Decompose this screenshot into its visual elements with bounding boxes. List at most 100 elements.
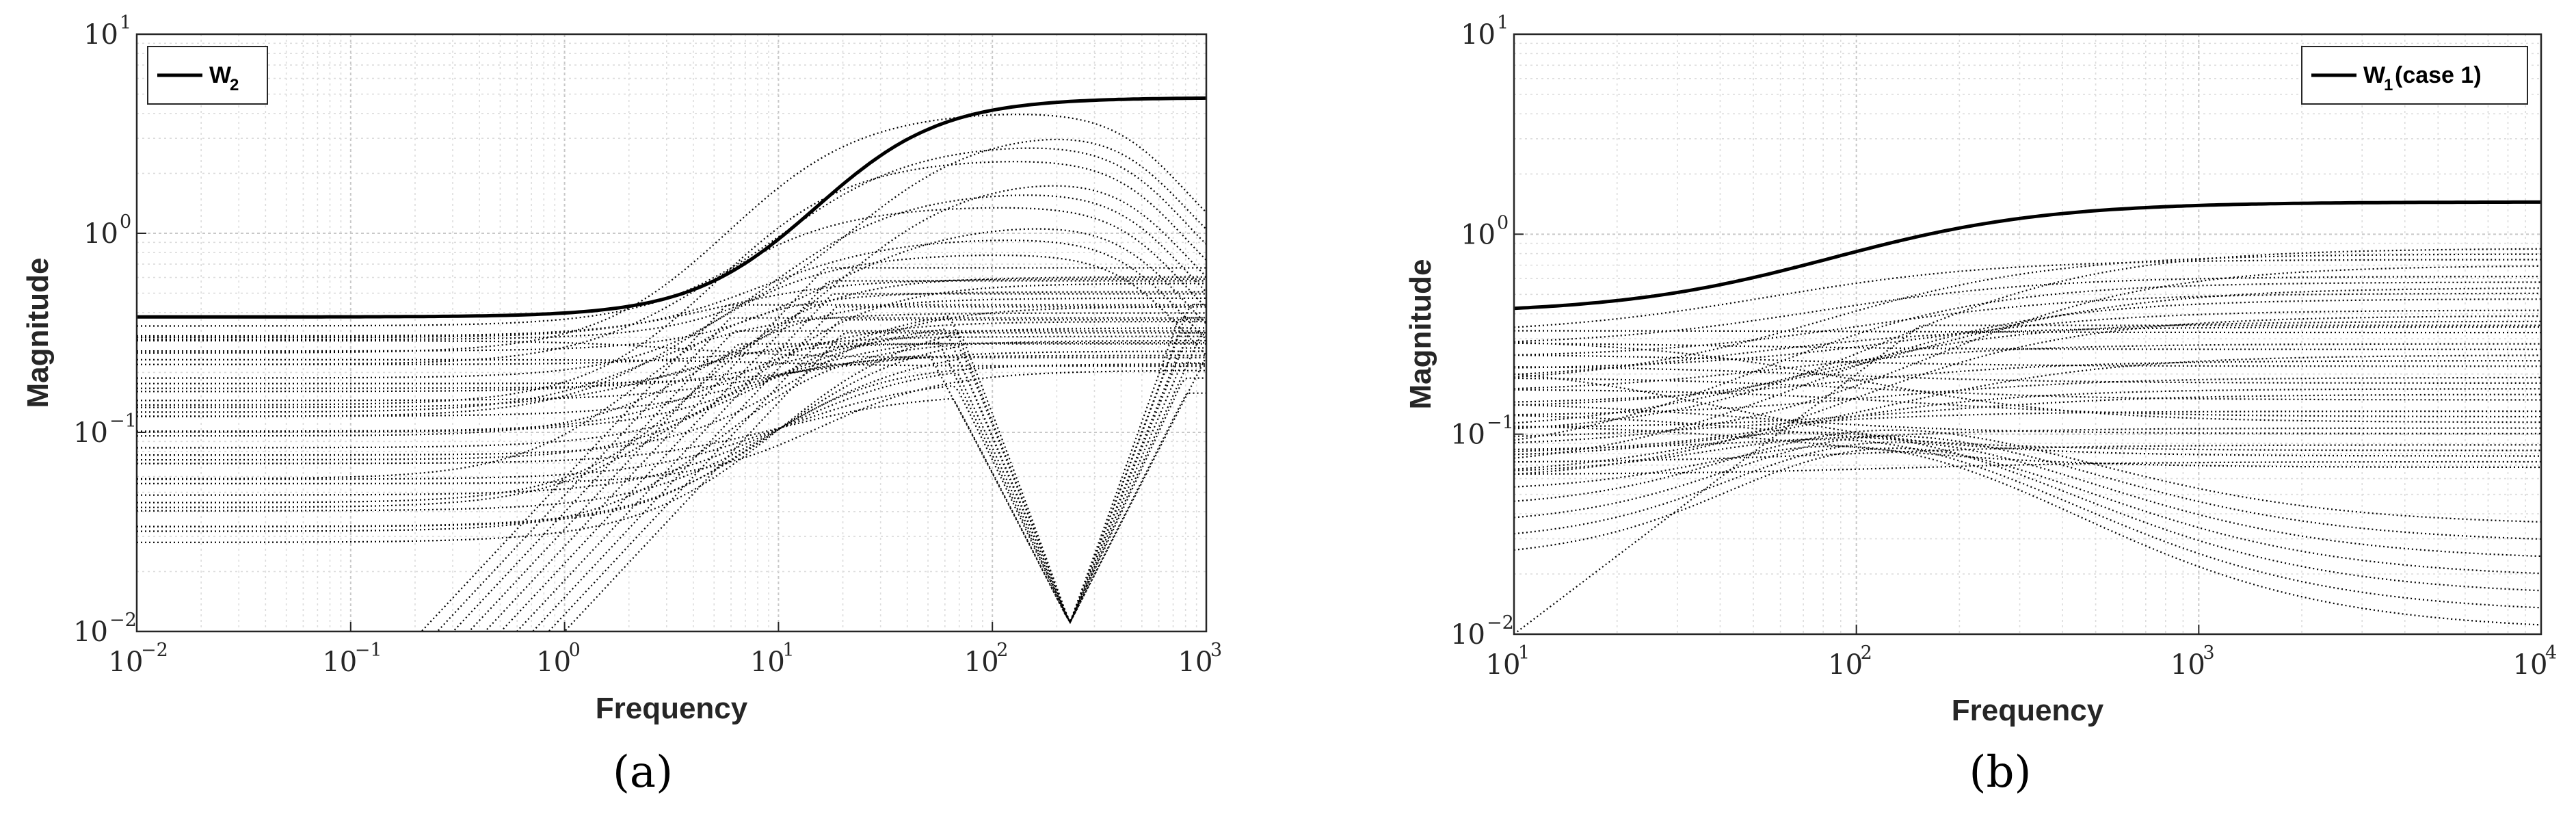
- legend: W1 (case 1): [2301, 46, 2528, 105]
- y-tick-label: 10: [1461, 19, 1496, 51]
- series-dotted-line: [1514, 343, 2541, 390]
- series-dotted-line: [137, 332, 1206, 625]
- x-tick-label: 10: [536, 646, 571, 678]
- series-dotted-line: [1514, 410, 2541, 437]
- series-dotted-line: [1514, 389, 2541, 418]
- legend-label-subscript: 1: [2384, 76, 2393, 94]
- y-axis-label: Magnitude: [1404, 259, 1437, 410]
- series-dotted-line: [420, 304, 1206, 631]
- y-tick-exponent: −2: [109, 610, 137, 631]
- series-dotted-line: [516, 293, 1206, 631]
- series-dotted-line: [1514, 366, 2541, 384]
- y-tick-label: 10: [73, 616, 108, 648]
- x-tick-label: 10: [2170, 649, 2205, 681]
- grid: [1514, 34, 2541, 634]
- x-tick-exponent: 1: [1518, 642, 1530, 664]
- panel-label: (b): [1969, 747, 2032, 798]
- series-dotted-line: [1514, 444, 2541, 463]
- series-dotted-line: [137, 297, 1206, 437]
- series-dotted-line: [137, 369, 1206, 484]
- series-dotted-line: [563, 332, 1206, 631]
- y-tick-exponent: −1: [1487, 413, 1514, 434]
- series-dotted-line: [1514, 341, 2541, 423]
- legend: W2: [147, 46, 268, 105]
- series-dotted-line: [137, 283, 1206, 461]
- series-dotted-line: [1514, 248, 2541, 430]
- series-dotted-line: [1514, 439, 2541, 609]
- y-tick-exponent: 0: [1497, 212, 1509, 233]
- y-tick-label: 10: [73, 417, 108, 449]
- series-dotted-line: [137, 335, 1206, 408]
- y-tick-exponent: −2: [1487, 612, 1514, 633]
- y-tick-label: 10: [83, 218, 118, 250]
- series-dotted-line: [1514, 427, 2541, 450]
- x-tick-exponent: 3: [1210, 640, 1222, 661]
- legend-label-suffix: (case 1): [2395, 62, 2482, 88]
- axes-frame: [1513, 33, 2542, 636]
- x-tick-exponent: 0: [569, 640, 581, 661]
- y-tick-exponent: 1: [1497, 12, 1509, 34]
- legend-label: W: [2363, 62, 2386, 88]
- series-dotted-line: [1514, 287, 2541, 406]
- series-bound-line: [137, 96, 1206, 319]
- x-tick-label: 10: [322, 646, 357, 678]
- x-tick-label: 10: [1828, 649, 1863, 681]
- x-tick-label: 10: [109, 646, 144, 678]
- series-dotted-line: [1514, 342, 2541, 350]
- series-dotted-line: [137, 362, 1206, 625]
- series-dotted-line: [1514, 330, 2541, 334]
- x-tick-label: 10: [2513, 649, 2548, 681]
- x-tick-exponent: 3: [2203, 642, 2214, 664]
- legend-label: W: [209, 62, 232, 88]
- series-dotted-line: [1514, 281, 2541, 441]
- series-dotted-line: [137, 317, 1206, 625]
- y-tick-exponent: 1: [120, 12, 131, 34]
- panel-label: (a): [613, 747, 673, 798]
- series-dotted-line: [1514, 259, 2541, 328]
- series-dotted-line: [137, 114, 1206, 354]
- x-tick-exponent: −1: [355, 640, 382, 661]
- series-dotted-line: [137, 312, 1206, 413]
- series-dotted-line: [137, 358, 1206, 367]
- series-dotted-line: [1514, 373, 2541, 457]
- x-tick-label: 10: [1178, 646, 1213, 678]
- series-dotted-line: [1514, 388, 2541, 470]
- x-tick-exponent: 2: [1861, 642, 1872, 664]
- series-dotted-line: [1514, 431, 2541, 592]
- series-dotted-line: [1514, 445, 2541, 626]
- x-tick-exponent: 2: [996, 640, 1008, 661]
- series-dotted-line: [1514, 460, 2541, 475]
- series-dotted-line: [137, 339, 1206, 532]
- series-dotted-line: [1514, 315, 2541, 475]
- series-dotted-line: [1514, 253, 2541, 378]
- legend-box: [147, 46, 268, 105]
- x-axis-label: Frequency: [1952, 694, 2104, 727]
- series-dotted-line: [137, 339, 1206, 358]
- series-dotted-line: [137, 228, 1206, 352]
- x-tick-exponent: 1: [782, 640, 794, 661]
- series-dotted-line: [137, 185, 1206, 393]
- series-dotted-line: [1514, 320, 2541, 424]
- axes-frame: [135, 33, 1208, 633]
- x-tick-label: 10: [750, 646, 785, 678]
- series-dotted-line: [483, 267, 1206, 631]
- grid: [137, 34, 1206, 631]
- y-tick-exponent: −1: [109, 410, 137, 432]
- series-dotted-line: [137, 254, 1206, 417]
- series-dotted-line: [1514, 447, 2541, 575]
- series-dotted-line: [436, 317, 1206, 631]
- series-dotted-line: [1514, 309, 2541, 369]
- series-dotted-line: [137, 278, 1206, 337]
- y-tick-exponent: 0: [120, 211, 131, 233]
- series-dotted-line: [500, 280, 1206, 631]
- y-tick-label: 10: [1461, 219, 1496, 250]
- series-dotted-line: [1514, 377, 2541, 401]
- legend-label-subscript: 2: [230, 76, 239, 94]
- series-dotted-line: [1514, 354, 2541, 367]
- y-axis-label: Magnitude: [21, 258, 55, 408]
- y-tick-label: 10: [1450, 619, 1485, 651]
- y-tick-label: 10: [1450, 419, 1485, 451]
